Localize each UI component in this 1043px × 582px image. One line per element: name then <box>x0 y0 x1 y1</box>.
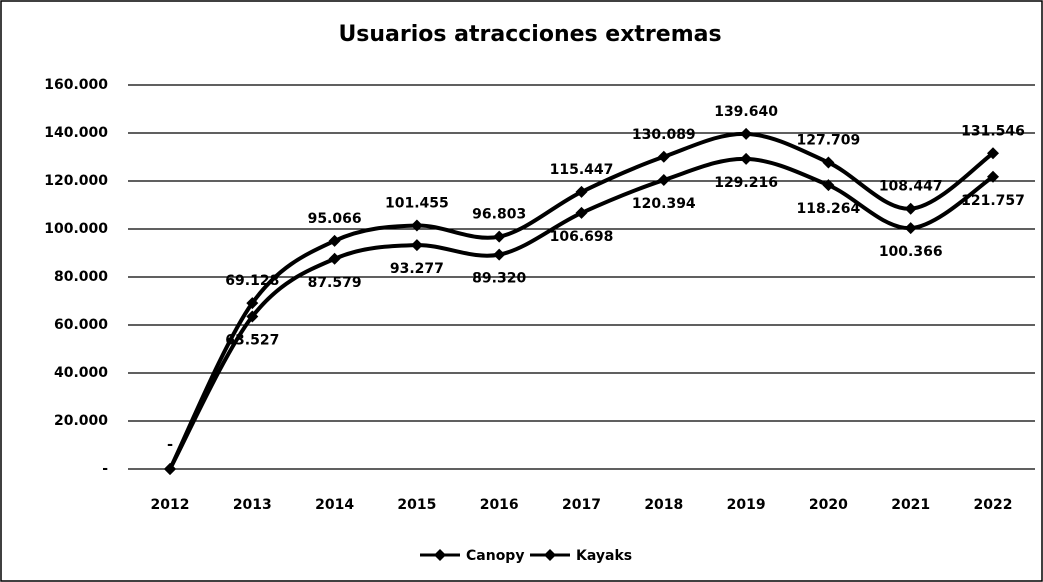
legend-label: Canopy <box>466 548 524 564</box>
series-line <box>168 131 995 470</box>
point-marker <box>657 150 670 163</box>
point-marker <box>904 222 917 235</box>
x-tick-label: 2019 <box>727 497 766 513</box>
data-label: 95.066 <box>308 211 362 227</box>
y-tick-label: - <box>102 461 108 477</box>
point-marker <box>987 147 999 160</box>
x-tick-label: 2012 <box>151 497 190 513</box>
y-tick-label: 60.000 <box>54 317 108 333</box>
x-tick-label: 2015 <box>397 497 436 513</box>
data-label: 118.264 <box>797 201 861 217</box>
x-tick-label: 2020 <box>809 497 848 513</box>
x-tick-label: 2021 <box>891 497 930 513</box>
point-marker <box>328 252 341 265</box>
x-tick-label: 2014 <box>315 497 354 513</box>
y-tick-label: 40.000 <box>54 365 108 381</box>
y-tick-label: 140.000 <box>44 125 108 141</box>
point-marker <box>328 234 341 247</box>
x-tick-label: 2018 <box>644 497 683 513</box>
chart-title: Usuarios atracciones extremas <box>338 22 721 47</box>
point-marker <box>904 202 917 215</box>
data-label: 106.698 <box>550 229 614 245</box>
legend-marker <box>544 549 556 561</box>
legend-label: Kayaks <box>576 548 632 564</box>
data-label: 127.709 <box>797 132 861 148</box>
x-tick-label: 2016 <box>480 497 519 513</box>
data-label: 93.277 <box>390 261 444 277</box>
data-label: 115.447 <box>550 162 614 178</box>
point-marker <box>246 310 259 323</box>
x-tick-label: 2022 <box>974 497 1013 513</box>
x-tick-label: 2017 <box>562 497 601 513</box>
y-tick-label: 100.000 <box>44 221 108 237</box>
data-label: - <box>167 437 173 453</box>
point-marker <box>987 170 999 183</box>
point-marker <box>575 206 588 219</box>
point-marker <box>822 179 835 192</box>
data-label: 96.803 <box>472 207 526 223</box>
data-label: 63.527 <box>225 333 279 349</box>
data-label: 120.394 <box>632 196 696 212</box>
data-label: - <box>167 437 173 453</box>
point-marker <box>740 127 753 140</box>
data-label: 129.216 <box>714 175 778 191</box>
data-label: 139.640 <box>714 104 778 120</box>
series-line <box>168 156 995 470</box>
data-label: 121.757 <box>961 193 1025 209</box>
data-label: 131.546 <box>961 123 1025 139</box>
point-marker <box>493 248 506 261</box>
data-label: 87.579 <box>308 275 362 291</box>
point-marker <box>575 185 588 198</box>
point-marker <box>493 230 506 243</box>
legend-marker <box>434 549 446 561</box>
data-label: 130.089 <box>632 127 696 143</box>
point-marker <box>657 174 670 187</box>
point-marker <box>822 156 835 169</box>
data-label: 108.447 <box>879 179 943 195</box>
point-marker <box>740 152 753 165</box>
x-tick-label: 2013 <box>233 497 272 513</box>
y-tick-label: 160.000 <box>44 77 108 93</box>
point-marker <box>246 297 259 310</box>
point-marker <box>164 463 176 475</box>
point-marker <box>410 239 423 252</box>
data-label: 100.366 <box>879 244 943 260</box>
y-tick-label: 80.000 <box>54 269 108 285</box>
data-label: 89.320 <box>472 271 526 287</box>
y-tick-label: 120.000 <box>44 173 108 189</box>
y-tick-label: 20.000 <box>54 413 108 429</box>
data-label: 101.455 <box>385 196 449 212</box>
point-marker <box>410 219 423 232</box>
data-label: 69.128 <box>225 273 279 289</box>
